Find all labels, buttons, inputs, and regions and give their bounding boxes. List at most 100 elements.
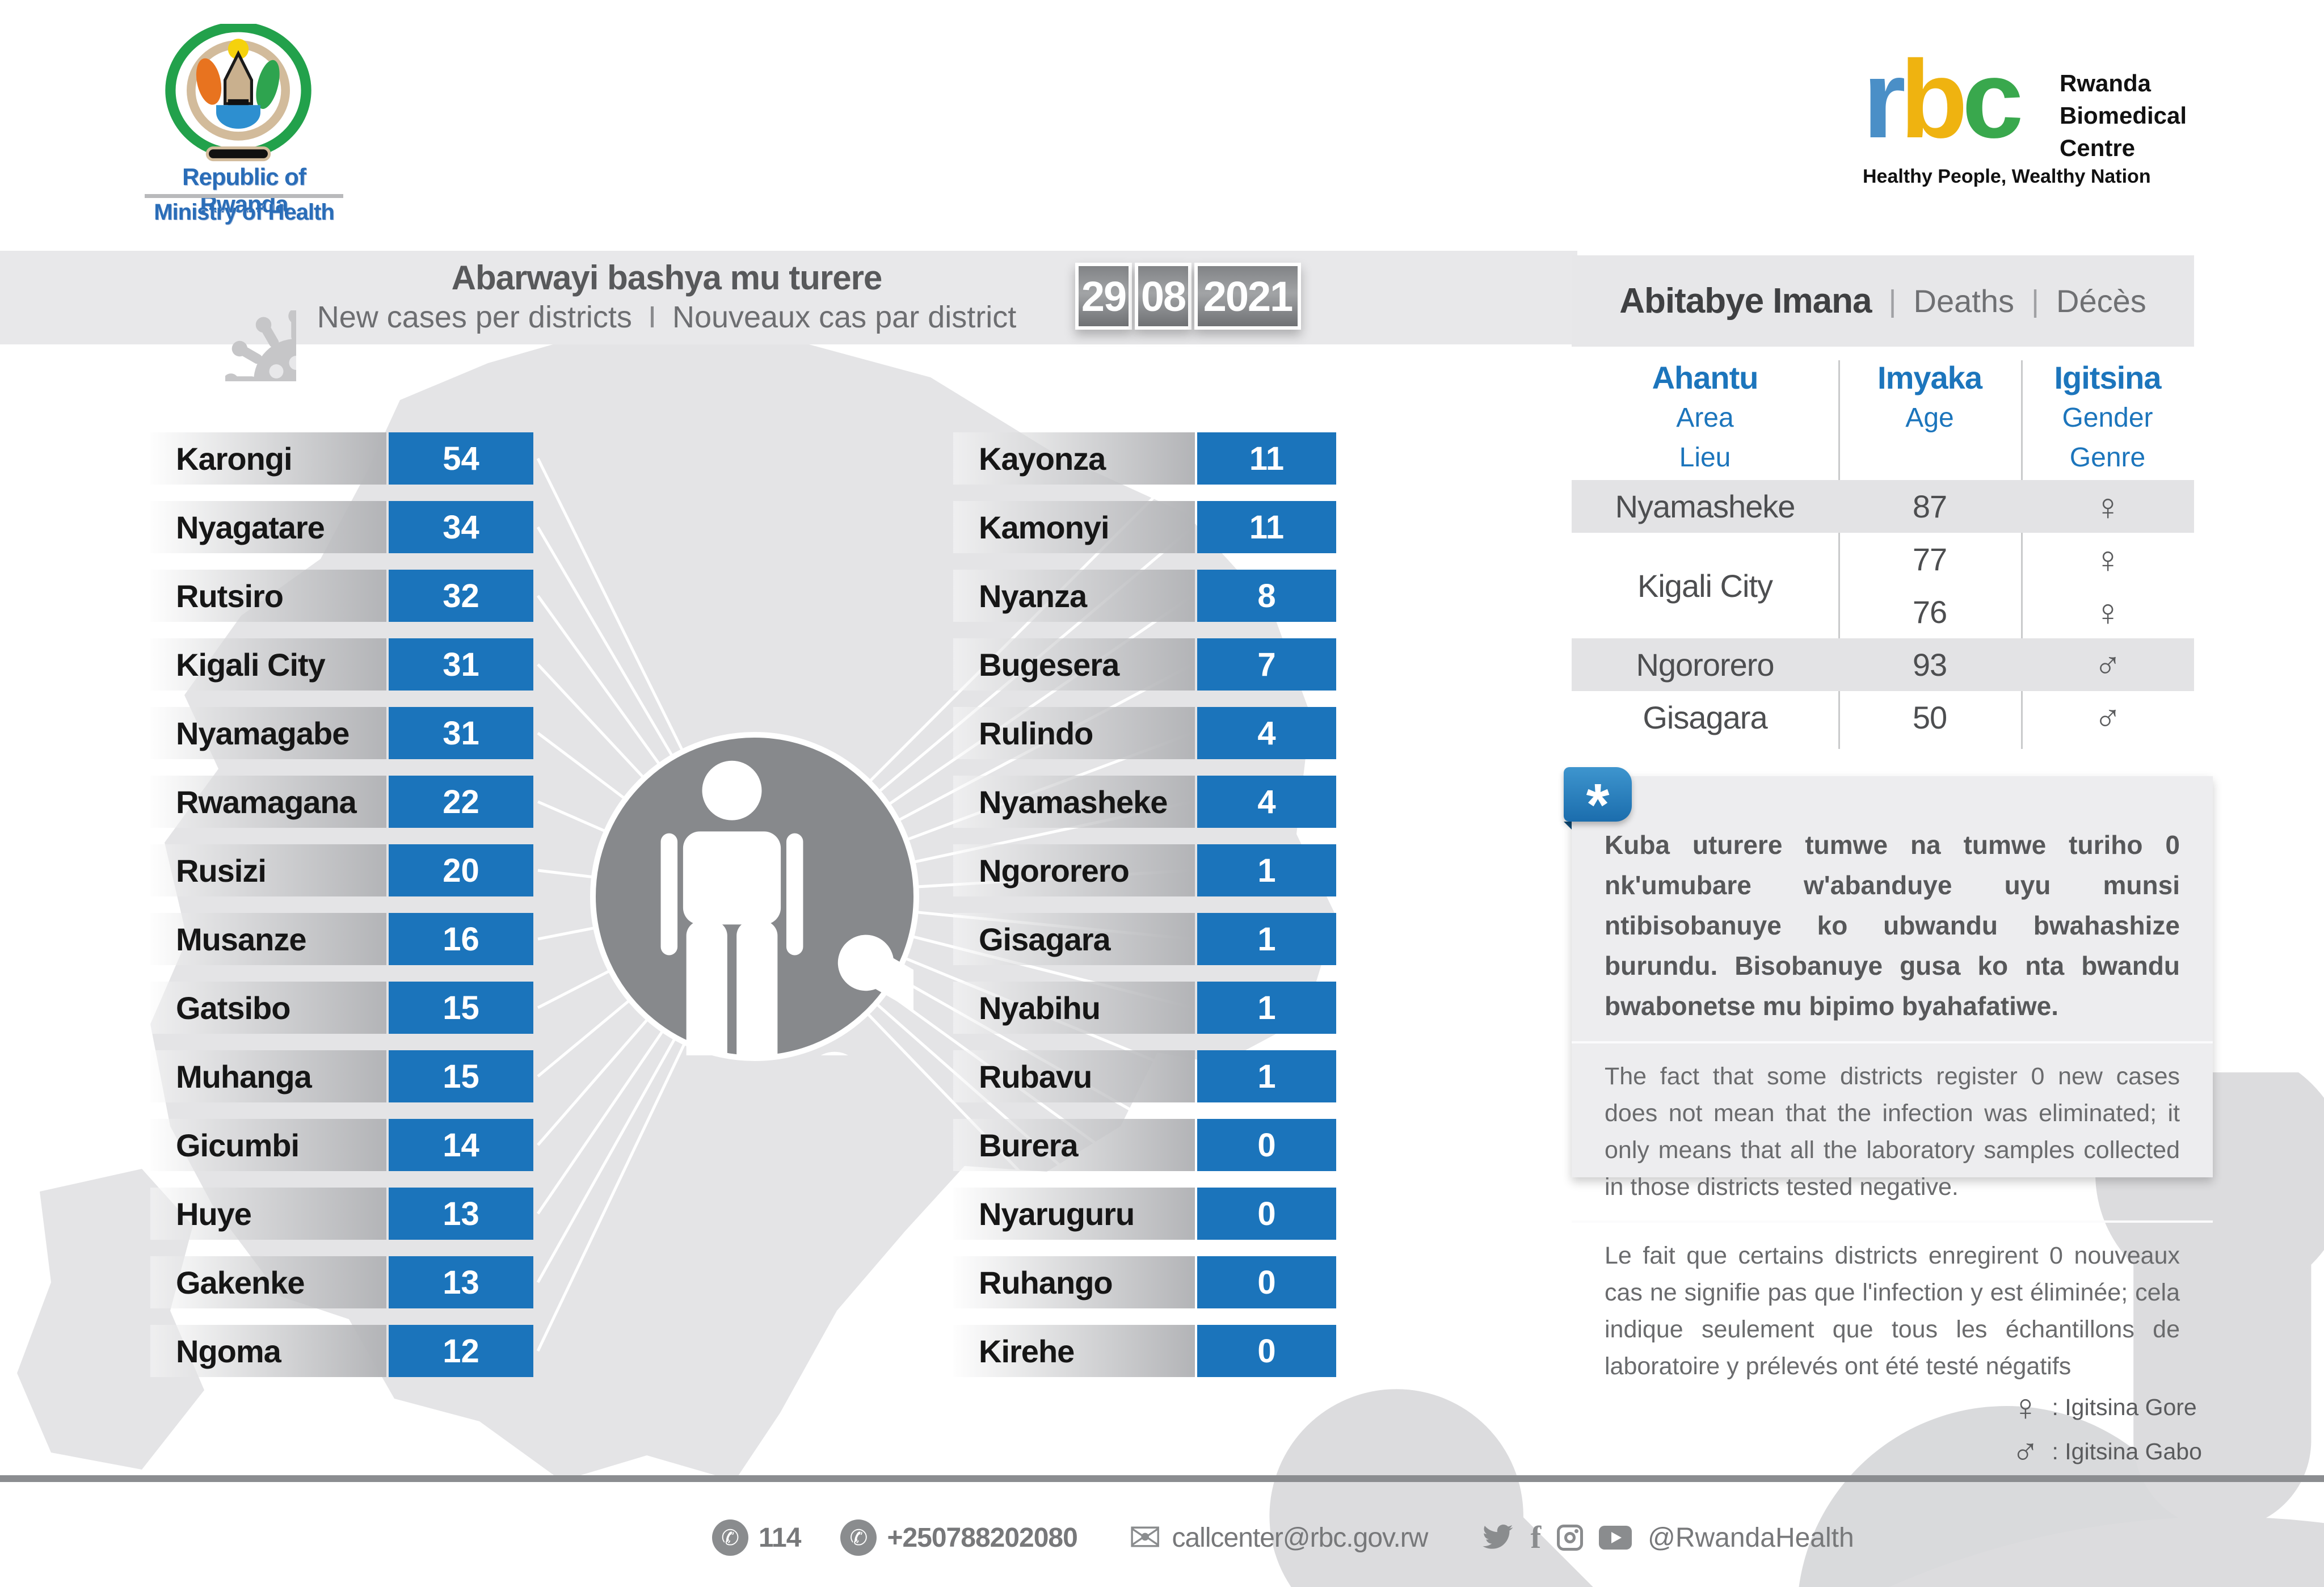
district-cases: 15 [389,982,533,1034]
district-row: Rubavu 1 [953,1050,1336,1102]
district-row: Bugesera 7 [953,638,1336,691]
district-name: Huye [150,1188,386,1240]
person-icon [660,760,913,1055]
page-subtitle: New cases per districts I Nouveaux cas par… [261,300,1072,335]
district-row: Kamonyi 11 [953,501,1336,553]
female-icon: ♀ [2094,538,2121,580]
phone-icon: ✆ [712,1519,748,1556]
district-row: Burera 0 [953,1119,1336,1171]
female-icon: ♀ [2094,485,2121,528]
death-area: Gisagara [1643,700,1767,735]
subtitle-separator: I [647,300,656,334]
district-row: Gicumbi 14 [150,1119,533,1171]
district-cases: 22 [389,776,533,828]
social-handle: @RwandaHealth [1648,1522,1854,1553]
column-header-area: Ahantu Area Lieu [1572,357,1838,478]
district-name: Nyaruguru [953,1188,1195,1240]
district-cases: 14 [389,1119,533,1171]
district-row: Huye 13 [150,1188,533,1240]
col-header-rw: Ahantu [1652,360,1759,395]
district-name: Kayonza [953,432,1195,485]
subtitle-fr: Nouveaux cas par district [672,300,1017,334]
death-age: 76 [1912,594,1947,630]
virus-icon [807,818,913,1055]
phone-icon: ✆ [840,1519,877,1556]
footer-divider [0,1475,2324,1482]
district-cases: 34 [389,501,533,553]
male-icon: ♂ [2011,1430,2040,1472]
district-row: Rwamagana 22 [150,776,533,828]
legend-female-label: : Igitsina Gore [2052,1394,2197,1420]
district-name: Karongi [150,432,386,485]
col-header-en: Age [1905,403,1954,433]
rbc-name-line1: Rwanda [2060,70,2152,96]
district-cases: 11 [1197,501,1336,553]
district-name: Nyanza [953,570,1195,622]
tab-fold [1564,822,1572,830]
district-name: Gatsibo [150,982,386,1034]
column-header-age: Imyaka Age [1838,357,2021,438]
district-cases: 4 [1197,776,1336,828]
district-name: Nyamagabe [150,707,386,759]
district-cases: 16 [389,913,533,965]
instagram-icon [1557,1525,1584,1551]
note-divider [1572,1041,2213,1043]
male-icon: ♂ [2094,696,2121,739]
column-separator [1838,360,1840,749]
death-area: Nyamasheke [1615,489,1796,524]
district-name: Gicumbi [150,1119,386,1171]
death-age: 87 [1912,489,1947,524]
district-row: Rutsiro 32 [150,570,533,622]
district-name: Nyamasheke [953,776,1195,828]
district-row: Nyaruguru 0 [953,1188,1336,1240]
legend-male-label: : Igitsina Gabo [2052,1438,2202,1464]
phone-item: ✆ +250788202080 [840,1519,1078,1556]
death-gender: ♀ [2021,533,2194,586]
district-row: Nyamasheke 4 [953,776,1336,828]
district-cases: 0 [1197,1119,1336,1171]
district-name: Gakenke [150,1256,386,1308]
footer-contacts: ✆ 114 ✆ +250788202080 ✉ callcenter@rbc.g… [712,1509,1854,1566]
district-cases: 13 [389,1188,533,1240]
district-row: Muhanga 15 [150,1050,533,1102]
deaths-title-fr: Décès [2056,283,2146,319]
col-header-fr: Lieu [1679,443,1731,473]
note-divider [1572,1220,2213,1223]
district-name: Rwamagana [150,776,386,828]
district-name: Nyagatare [150,501,386,553]
district-cases: 54 [389,432,533,485]
deaths-title-rw: Abitabye Imana [1619,281,1872,321]
social-item: f @RwandaHealth [1481,1519,1854,1556]
district-row: Ruhango 0 [953,1256,1336,1308]
female-icon: ♀ [2094,591,2121,633]
district-cases: 1 [1197,844,1336,896]
rbc-name-line3: Centre [2060,134,2136,161]
district-name: Ngororero [953,844,1195,896]
district-name: Musanze [150,913,386,965]
rbc-letter-b: b [1900,37,1968,161]
rbc-name-line2: Biomedical [2060,102,2187,129]
phone-number: +250788202080 [887,1522,1077,1553]
death-age: 50 [1912,700,1947,735]
rbc-tagline: Healthy People, Wealthy Nation [1863,166,2151,187]
district-name: Gisagara [953,913,1195,965]
district-cases: 1 [1197,982,1336,1034]
district-row: Ngoma 12 [150,1325,533,1377]
column-header-gender: Igitsina Gender Genre [2021,357,2194,478]
rbc-letter-r: r [1863,37,1906,161]
legend-female: ♀ : Igitsina Gore [2011,1383,2197,1431]
hotline-item: ✆ 114 [712,1519,801,1556]
district-cases: 7 [1197,638,1336,691]
district-row: Gakenke 13 [150,1256,533,1308]
district-row: Gatsibo 15 [150,982,533,1034]
asterisk-icon: * [1586,772,1610,838]
date-month: 08 [1135,263,1192,330]
district-name: Burera [953,1119,1195,1171]
col-header-fr: Genre [2069,443,2146,473]
death-gender: ♂ [2021,691,2194,744]
district-cases: 32 [389,570,533,622]
email-item: ✉ callcenter@rbc.gov.rw [1129,1518,1429,1557]
note-text-fr: Le fait que certains districts enregiren… [1605,1242,2180,1380]
district-name: Ngoma [150,1325,386,1377]
col-header-en: Gender [2062,403,2153,433]
